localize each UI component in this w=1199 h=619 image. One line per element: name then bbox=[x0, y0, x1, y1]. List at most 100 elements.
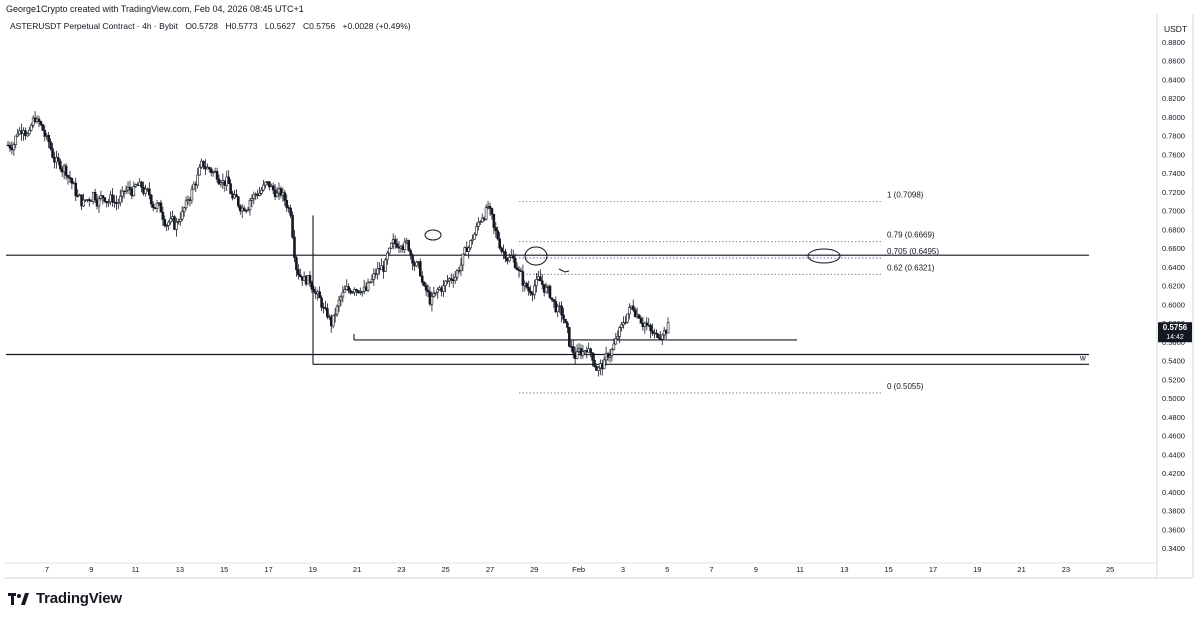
candle-bullish bbox=[250, 198, 254, 201]
candle-bullish bbox=[480, 217, 484, 223]
candle-bearish bbox=[64, 165, 68, 176]
candle-bearish bbox=[111, 194, 114, 203]
candle-bullish bbox=[29, 124, 33, 131]
time-tick-label: 29 bbox=[530, 565, 538, 574]
candle-bullish bbox=[351, 291, 354, 294]
candle-bearish bbox=[293, 236, 296, 258]
candle-bullish bbox=[26, 133, 29, 137]
candle-bullish bbox=[16, 133, 19, 137]
candle-bearish bbox=[420, 275, 424, 283]
candle-bearish bbox=[649, 324, 652, 332]
price-tick-label: 0.8600 bbox=[1162, 57, 1185, 66]
candle-bearish bbox=[93, 192, 97, 201]
candle-bullish bbox=[333, 313, 337, 316]
time-tick-label: 17 bbox=[264, 565, 272, 574]
fib-level-label: 0.62 (0.6321) bbox=[887, 263, 935, 272]
price-axis[interactable]: 0.8800 0.8600 0.8400 0.8200 0.8000 0.7800 0.76… bbox=[1162, 38, 1185, 553]
candle-bullish bbox=[372, 273, 376, 280]
fib-level-label: 1 (0.7098) bbox=[887, 190, 924, 199]
candle-bullish bbox=[337, 299, 341, 307]
price-tag-box bbox=[1158, 322, 1192, 343]
candle-bearish bbox=[68, 176, 72, 179]
candle-bullish bbox=[192, 183, 196, 190]
candle-bullish bbox=[475, 226, 478, 235]
price-tick-label: 0.6600 bbox=[1162, 244, 1185, 253]
time-tick-label: 9 bbox=[754, 565, 758, 574]
candle-bearish bbox=[268, 181, 271, 188]
candle-bearish bbox=[66, 175, 70, 178]
candle-bearish bbox=[591, 352, 594, 361]
candle-bearish bbox=[148, 188, 151, 196]
candle-bearish bbox=[492, 213, 496, 228]
candle-bearish bbox=[568, 327, 571, 347]
fib-level-label: 0 (0.5055) bbox=[887, 382, 924, 391]
fibonacci-retracement[interactable]: 1 (0.7098) 0.79 (0.6669) 0.705 (0.6495) 0.6… bbox=[519, 190, 939, 394]
candle-bearish bbox=[279, 188, 283, 196]
candle-bullish bbox=[12, 144, 16, 151]
candle-bullish bbox=[430, 295, 434, 305]
price-tick-label: 0.7200 bbox=[1162, 188, 1185, 197]
price-tick-label: 0.5000 bbox=[1162, 394, 1185, 403]
candle-bearish bbox=[308, 275, 312, 283]
candle-bullish bbox=[533, 285, 536, 296]
candle-bullish bbox=[434, 291, 438, 294]
price-tick-label: 0.6200 bbox=[1162, 282, 1185, 291]
time-tick-label: 15 bbox=[885, 565, 893, 574]
fib-level-label: 0.705 (0.6495) bbox=[887, 247, 939, 256]
candle-bearish bbox=[37, 118, 41, 122]
time-tick-label: 27 bbox=[486, 565, 494, 574]
candle-bearish bbox=[494, 227, 498, 232]
price-tick-label: 0.8000 bbox=[1162, 113, 1185, 122]
candle-bearish bbox=[57, 157, 60, 162]
candle-bullish bbox=[436, 289, 440, 293]
candle-bullish bbox=[624, 322, 627, 324]
arrow-marker-icon bbox=[558, 268, 570, 273]
current-price-label: 0.5756 bbox=[1163, 323, 1188, 332]
candle-bearish bbox=[70, 178, 74, 184]
time-tick-label: 15 bbox=[220, 565, 228, 574]
price-tick-label: 0.4200 bbox=[1162, 469, 1185, 478]
swing-high-ellipse[interactable] bbox=[424, 229, 442, 241]
ohlc-open: O0.5728 bbox=[185, 21, 219, 31]
candle-bearish bbox=[500, 247, 503, 252]
tradingview-logo[interactable]: TradingView bbox=[8, 590, 122, 607]
candle-bearish bbox=[527, 287, 530, 292]
candle-bullish bbox=[626, 313, 629, 323]
candle-bullish bbox=[370, 279, 374, 283]
candle-bearish bbox=[560, 305, 563, 316]
candle-bullish bbox=[219, 182, 223, 185]
price-tick-label: 0.8400 bbox=[1162, 75, 1185, 84]
candle-bearish bbox=[395, 243, 399, 248]
time-axis[interactable]: 7 9 11 13 15 17 19 21 23 25 27 29 Feb 3 5 7 9 11 13 15 17 19 2… bbox=[45, 565, 1114, 574]
candle-bearish bbox=[651, 330, 654, 334]
time-tick-label: Feb bbox=[572, 565, 585, 574]
candle-bearish bbox=[488, 205, 492, 209]
candle-bearish bbox=[235, 194, 238, 198]
candle-bullish bbox=[252, 193, 256, 199]
candle-bearish bbox=[513, 257, 517, 269]
candle-bearish bbox=[229, 183, 232, 194]
retest-ellipse[interactable] bbox=[524, 246, 548, 266]
candle-bullish bbox=[415, 261, 418, 267]
price-tick-label: 0.7000 bbox=[1162, 207, 1185, 216]
time-tick-label: 25 bbox=[1106, 565, 1114, 574]
candle-bullish bbox=[508, 257, 511, 262]
time-tick-label: 11 bbox=[796, 565, 804, 574]
target-zone-ellipse[interactable] bbox=[807, 248, 841, 264]
candle-bullish bbox=[628, 307, 631, 315]
candle-bearish bbox=[422, 281, 426, 286]
candle-bearish bbox=[540, 280, 544, 285]
symbol-title[interactable]: ASTERUSDT Perpetual Contract · 4h · Bybi… bbox=[10, 21, 179, 31]
candle-bullish bbox=[597, 367, 600, 371]
candle-bearish bbox=[490, 208, 494, 215]
candle-bullish bbox=[620, 324, 623, 328]
candle-bullish bbox=[535, 279, 538, 287]
candle-bearish bbox=[312, 288, 316, 293]
candle-bullish bbox=[169, 218, 172, 223]
candle-bearish bbox=[519, 270, 523, 272]
bar-countdown-label: 14:42 bbox=[1166, 334, 1184, 341]
time-tick-label: 5 bbox=[665, 565, 669, 574]
candle-bullish bbox=[473, 234, 476, 240]
candle-bullish bbox=[544, 286, 548, 293]
